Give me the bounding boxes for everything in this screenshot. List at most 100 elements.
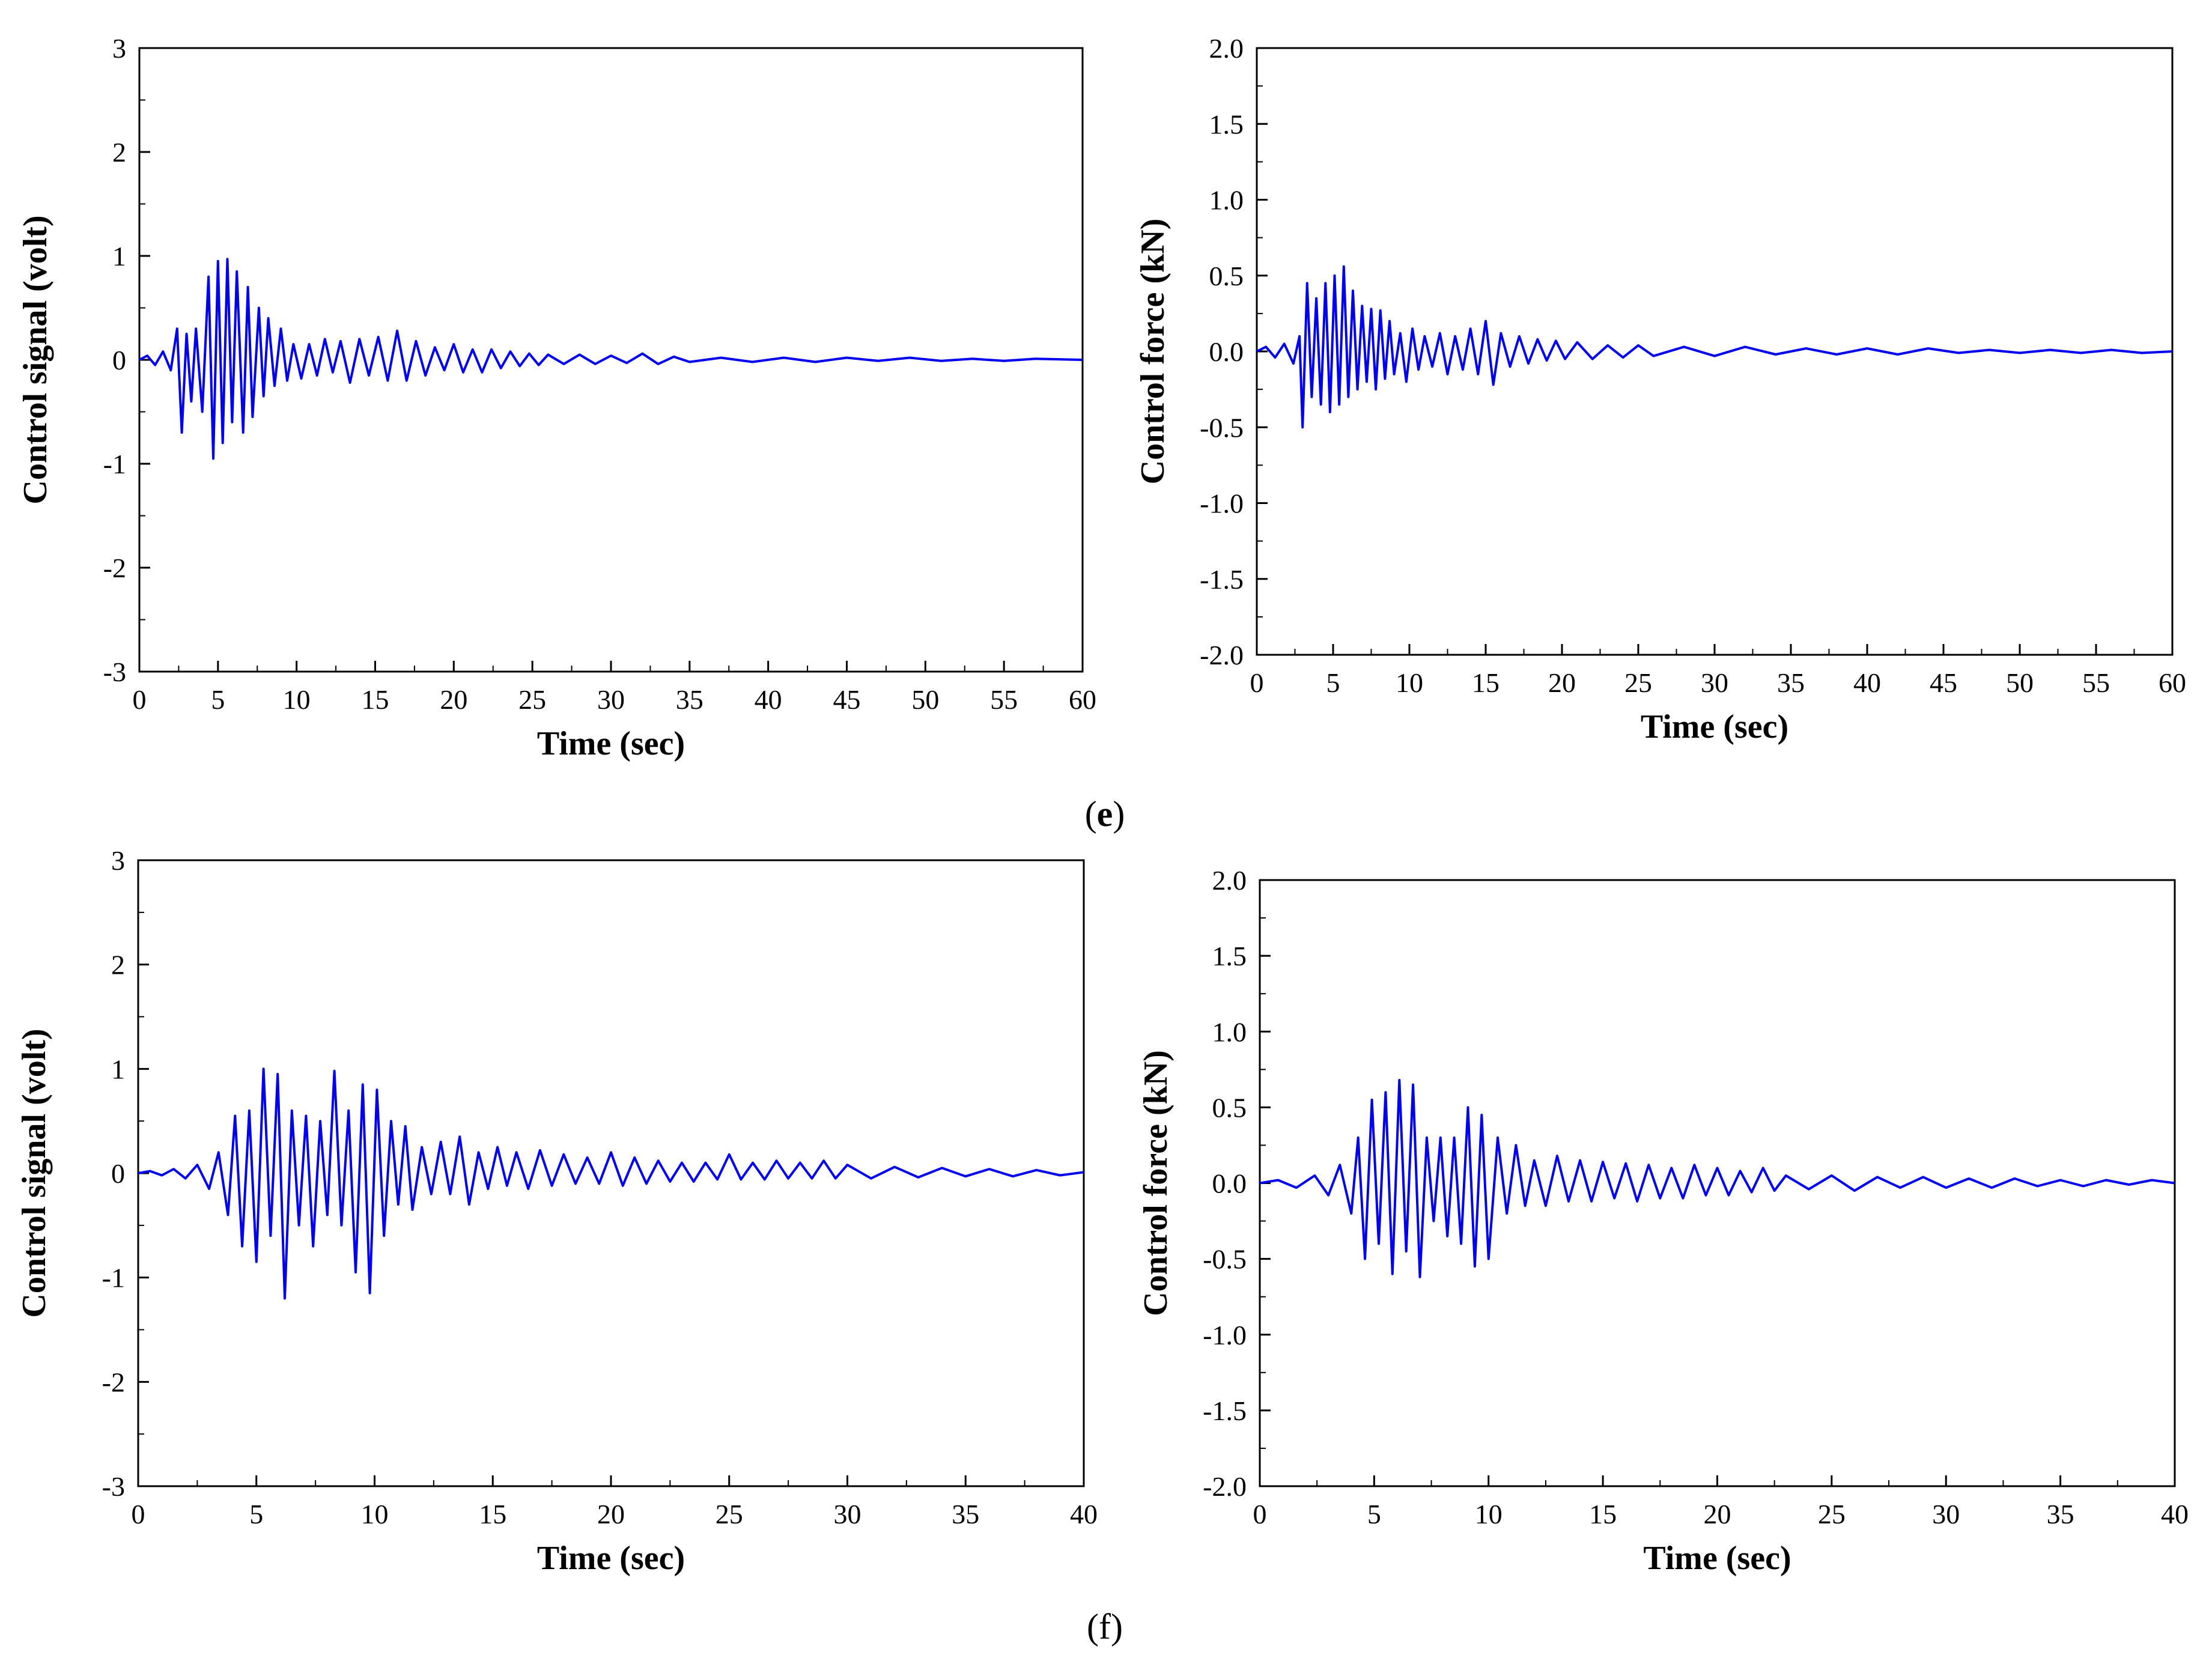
- y-tick-label: 3: [112, 33, 126, 64]
- x-tick-label: 20: [1704, 1499, 1731, 1529]
- x-tick-label: 20: [440, 684, 467, 715]
- x-axis-title: Time (sec): [537, 1540, 685, 1577]
- series-line-0: [138, 1067, 1084, 1300]
- y-tick-label: -2: [103, 553, 126, 583]
- x-tick-label: 45: [1930, 667, 1957, 698]
- y-axis-title: Control force (kN): [1137, 1050, 1174, 1316]
- x-tick-label: 10: [283, 684, 311, 715]
- series-line-0: [1259, 1079, 2175, 1278]
- y-tick-label: 1: [111, 1054, 125, 1084]
- x-tick-label: 5: [1367, 1499, 1381, 1529]
- y-tick-label: 1.5: [1212, 941, 1247, 971]
- x-tick-label: 15: [479, 1499, 506, 1529]
- panel-label-e-open: (: [1085, 794, 1097, 834]
- x-tick-label: 0: [133, 684, 147, 715]
- x-tick-label: 40: [1853, 667, 1881, 698]
- x-tick-label: 30: [597, 684, 625, 715]
- y-axis-title: Control signal (volt): [16, 1028, 53, 1317]
- x-tick-label: 10: [361, 1499, 389, 1529]
- x-tick-label: 60: [1069, 684, 1096, 715]
- x-tick-label: 20: [1548, 667, 1576, 698]
- panel-label-e: (e): [1085, 794, 1125, 834]
- x-tick-label: 30: [1932, 1499, 1960, 1529]
- y-tick-label: 1.0: [1212, 1016, 1247, 1047]
- x-tick-label: 0: [1253, 1499, 1267, 1529]
- series-line-0: [1256, 265, 2173, 429]
- y-tick-label: 1.0: [1209, 185, 1244, 216]
- x-tick-label: 0: [132, 1499, 145, 1529]
- x-tick-label: 25: [518, 684, 546, 715]
- y-tick-label: -2.0: [1203, 1471, 1247, 1502]
- y-tick-label: -3: [102, 1471, 125, 1502]
- y-tick-label: 1: [112, 241, 126, 272]
- x-tick-label: 35: [952, 1499, 979, 1529]
- y-tick-label: -0.5: [1203, 1244, 1247, 1275]
- x-tick-label: 55: [2082, 667, 2110, 698]
- x-tick-label: 25: [1624, 667, 1652, 698]
- y-tick-label: -0.5: [1200, 412, 1244, 443]
- x-tick-label: 35: [676, 684, 703, 715]
- y-tick-label: -1: [103, 449, 126, 479]
- x-tick-label: 10: [1396, 667, 1423, 698]
- x-tick-label: 40: [1070, 1499, 1098, 1529]
- y-tick-label: 1.5: [1209, 109, 1244, 139]
- chart-f-control-force: 0 5 10 15 20 25 30 35 40 -2.0 -1.5 -1.0 -0.5 0.0 0.5 1.…: [1137, 865, 2189, 1577]
- x-tick-label: 50: [2006, 667, 2034, 698]
- x-axis-title: Time (sec): [1643, 1540, 1791, 1577]
- x-tick-label: 15: [362, 684, 389, 715]
- y-axis-title: Control signal (volt): [17, 215, 54, 504]
- panel-label-e-letter: e: [1097, 794, 1113, 834]
- x-tick-label: 50: [911, 684, 939, 715]
- x-tick-label: 60: [2159, 667, 2186, 698]
- x-tick-label: 40: [755, 684, 782, 715]
- x-tick-label: 10: [1475, 1499, 1503, 1529]
- x-tick-label: 25: [716, 1499, 743, 1529]
- x-tick-label: 25: [1818, 1499, 1846, 1529]
- y-tick-label: 2: [111, 950, 125, 980]
- y-tick-label: 0.0: [1209, 336, 1244, 367]
- y-tick-label: 2: [112, 137, 126, 168]
- y-tick-label: -1.5: [1203, 1395, 1247, 1426]
- y-tick-label: -1: [102, 1263, 125, 1293]
- x-tick-label: 30: [834, 1499, 861, 1529]
- y-axis-title: Control force (kN): [1134, 219, 1171, 485]
- x-axis-title: Time (sec): [537, 725, 685, 762]
- plot-frame: [1259, 879, 2176, 1487]
- x-tick-label: 35: [1777, 667, 1805, 698]
- x-tick-label: 5: [211, 684, 225, 715]
- panel-label-e-close: ): [1113, 794, 1125, 834]
- x-tick-label: 30: [1701, 667, 1728, 698]
- y-tick-label: -2: [102, 1367, 125, 1397]
- y-tick-label: -1.0: [1200, 488, 1244, 519]
- y-tick-label: -3: [103, 657, 126, 687]
- y-tick-label: 0.5: [1212, 1092, 1247, 1123]
- panel-label-f-letter: f: [1099, 1607, 1111, 1647]
- y-tick-label: -1.0: [1203, 1320, 1247, 1350]
- y-tick-label: 0.0: [1212, 1168, 1247, 1199]
- y-tick-label: -2.0: [1200, 640, 1244, 670]
- x-tick-label: 20: [597, 1499, 625, 1529]
- series-line-0: [139, 258, 1083, 460]
- y-tick-label: 0.5: [1209, 261, 1244, 291]
- chart-e-control-signal: 0 5 10 15 20 25 30 35 40 45 50 55 60 -3 -2 -1 0 1 2 3 Time (…: [17, 33, 1096, 762]
- chart-f-control-signal: 0 5 10 15 20 25 30 35 40 -3 -2 -1 0 1 2 3 Time (sec) Cont…: [16, 845, 1098, 1577]
- panel-label-f-open: (: [1087, 1607, 1099, 1647]
- x-tick-label: 35: [2047, 1499, 2074, 1529]
- x-tick-label: 0: [1250, 667, 1264, 698]
- x-tick-label: 5: [1326, 667, 1340, 698]
- x-tick-label: 55: [990, 684, 1018, 715]
- y-tick-label: 2.0: [1209, 33, 1244, 64]
- y-tick-label: 0: [111, 1158, 125, 1189]
- x-axis-title: Time (sec): [1641, 708, 1788, 745]
- y-tick-label: 3: [111, 845, 125, 876]
- x-tick-label: 45: [833, 684, 861, 715]
- y-tick-label: -1.5: [1200, 564, 1244, 595]
- panel-label-f: (f): [1087, 1607, 1123, 1647]
- x-tick-label: 5: [249, 1499, 263, 1529]
- y-tick-label: 2.0: [1212, 865, 1247, 896]
- x-tick-label: 15: [1589, 1499, 1617, 1529]
- x-tick-label: 40: [2161, 1499, 2189, 1529]
- panel-label-f-close: ): [1111, 1607, 1123, 1647]
- chart-e-control-force: 0 5 10 15 20 25 30 35 40 45 50 55 60 -2.0 -1.5 -1.0 -0.5…: [1134, 33, 2186, 745]
